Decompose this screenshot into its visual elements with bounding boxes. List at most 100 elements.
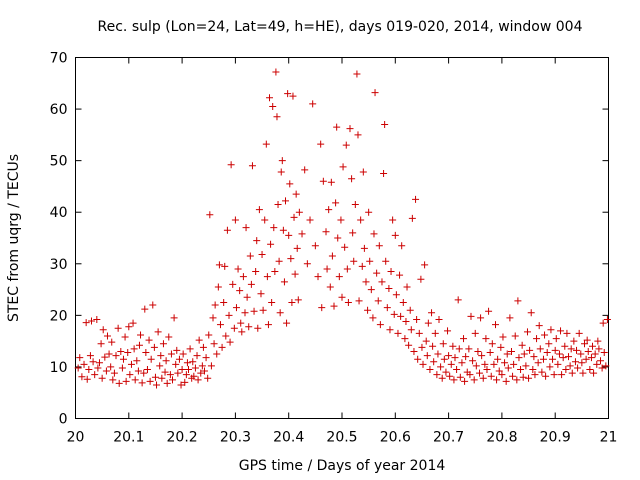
data-point	[426, 366, 434, 374]
data-point	[460, 335, 468, 343]
data-point	[593, 360, 601, 368]
data-point	[387, 268, 395, 276]
data-point	[369, 314, 377, 322]
data-point	[541, 331, 549, 339]
data-point	[230, 324, 238, 332]
data-point	[178, 366, 186, 374]
x-tick-label: 20.8	[486, 430, 517, 446]
data-point	[515, 354, 523, 362]
data-point	[142, 348, 150, 356]
data-point	[184, 366, 192, 374]
data-point	[314, 273, 322, 281]
data-point	[293, 244, 301, 252]
x-tick-label: 20.6	[380, 430, 411, 446]
x-axis-label: GPS time / Days of year 2014	[239, 458, 446, 474]
y-tick-label: 0	[59, 412, 68, 428]
data-point	[338, 293, 346, 301]
data-point	[222, 332, 230, 340]
x-tick-label: 20.4	[273, 430, 304, 446]
data-point	[466, 371, 474, 379]
data-point	[272, 68, 280, 76]
x-axis: 20 20.1 20.2 20.3 20.4 20.5 20.6 20.7 20.8 20.9 21	[67, 57, 617, 446]
data-point	[542, 372, 550, 380]
data-point	[158, 374, 166, 382]
data-point	[234, 265, 242, 273]
data-point	[119, 355, 127, 363]
data-point	[519, 373, 527, 381]
data-point	[503, 350, 511, 358]
data-point	[204, 374, 212, 382]
data-point	[523, 328, 531, 336]
data-point	[147, 355, 155, 363]
data-point	[280, 278, 288, 286]
data-point	[365, 208, 373, 216]
data-point	[599, 319, 607, 327]
data-point	[549, 355, 557, 363]
data-point	[375, 242, 383, 250]
data-point	[114, 324, 122, 332]
data-point	[332, 199, 340, 207]
data-point	[159, 340, 167, 348]
data-point	[559, 354, 567, 362]
data-point	[179, 350, 187, 358]
data-point	[109, 376, 117, 384]
data-point	[76, 354, 84, 362]
data-point	[263, 273, 271, 281]
data-point	[386, 326, 394, 334]
data-point	[589, 342, 597, 350]
data-point	[98, 374, 106, 382]
data-point	[492, 321, 500, 329]
data-point	[252, 268, 260, 276]
data-point	[374, 297, 382, 305]
data-point	[554, 360, 562, 368]
data-point	[210, 340, 218, 348]
data-point	[490, 360, 498, 368]
data-point	[456, 373, 464, 381]
data-point	[189, 358, 197, 366]
data-point	[487, 372, 495, 380]
data-point	[444, 327, 452, 335]
data-point	[257, 290, 265, 298]
y-tick-label: 70	[50, 51, 68, 67]
data-point	[471, 329, 479, 337]
data-point	[451, 354, 459, 362]
data-point	[602, 362, 610, 370]
data-point	[241, 309, 249, 317]
data-point	[348, 175, 356, 183]
data-point	[206, 211, 214, 219]
data-point	[170, 314, 178, 322]
data-point	[150, 343, 158, 351]
data-point	[87, 317, 95, 325]
data-point	[453, 366, 461, 374]
x-tick-label: 20.9	[540, 430, 571, 446]
data-point	[355, 297, 363, 305]
data-point	[485, 307, 493, 315]
x-tick-label: 20.3	[220, 430, 251, 446]
data-point	[282, 197, 290, 205]
data-point	[319, 177, 327, 185]
data-point	[163, 379, 171, 387]
data-point	[317, 140, 325, 148]
data-point	[575, 329, 583, 337]
data-point	[149, 301, 157, 309]
data-point	[433, 371, 441, 379]
data-point	[543, 348, 551, 356]
data-point	[221, 262, 229, 270]
data-point	[328, 252, 336, 260]
data-point	[124, 348, 132, 356]
data-point	[85, 366, 93, 374]
data-point	[567, 345, 575, 353]
data-point	[486, 348, 494, 356]
data-point	[126, 371, 134, 379]
data-point	[134, 367, 142, 375]
data-point	[198, 362, 206, 370]
data-point	[146, 377, 154, 385]
data-point	[351, 200, 359, 208]
y-tick-label: 50	[50, 154, 68, 170]
data-point	[333, 123, 341, 131]
data-point	[140, 369, 148, 377]
data-point	[583, 336, 591, 344]
data-point	[223, 226, 231, 234]
data-point	[536, 345, 544, 353]
data-point	[295, 208, 303, 216]
